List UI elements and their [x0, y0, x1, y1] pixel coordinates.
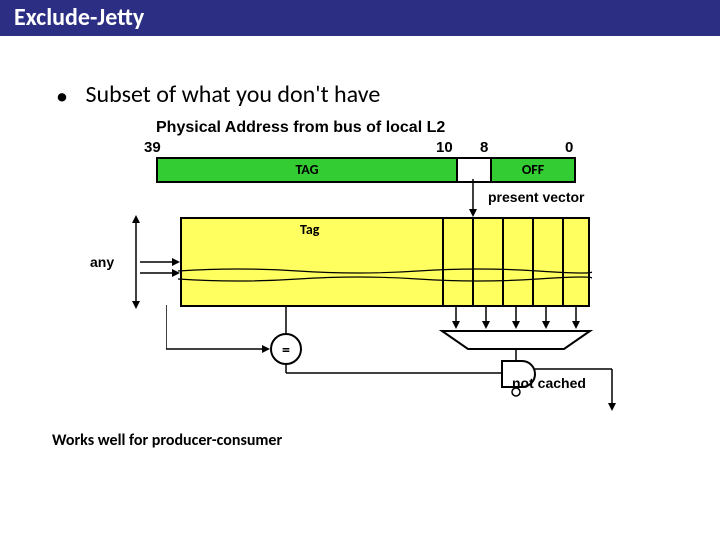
not-cached-label: not cached: [512, 375, 586, 391]
comparator-label: =: [282, 341, 290, 360]
lower-logic-icon: =: [166, 305, 626, 415]
addr-seg-off: OFF: [492, 159, 574, 181]
bit-label-10: 10: [436, 139, 453, 156]
bit-label-8: 8: [480, 139, 488, 156]
any-bracket-icon: [126, 215, 180, 309]
addr-seg-tag: TAG: [158, 159, 458, 181]
bit-label-0: 0: [565, 139, 573, 156]
tag-header: Tag: [300, 221, 319, 238]
present-vector-label: present vector: [488, 189, 584, 205]
diagram: Physical Address from bus of local L2 39…: [66, 119, 656, 419]
addr-seg-index: [458, 159, 492, 181]
diagram-title: Physical Address from bus of local L2: [156, 119, 445, 137]
tag-array: Tag: [180, 217, 590, 307]
any-label: any: [90, 254, 114, 270]
title-bar: Exclude-Jetty: [0, 0, 720, 36]
bullet-line: • Subset of what you don't have: [56, 80, 720, 111]
bit-label-39: 39: [144, 139, 161, 156]
address-bar: TAG OFF: [156, 157, 576, 183]
footer-text: Works well for producer-consumer: [52, 431, 282, 450]
index-down-arrow-icon: [466, 179, 480, 219]
bullet-text: Subset of what you don't have: [85, 80, 380, 109]
bullet-dot: •: [56, 82, 64, 111]
footer-note: Works well for producer-consumer: [52, 431, 720, 450]
title-text: Exclude-Jetty: [14, 3, 144, 32]
